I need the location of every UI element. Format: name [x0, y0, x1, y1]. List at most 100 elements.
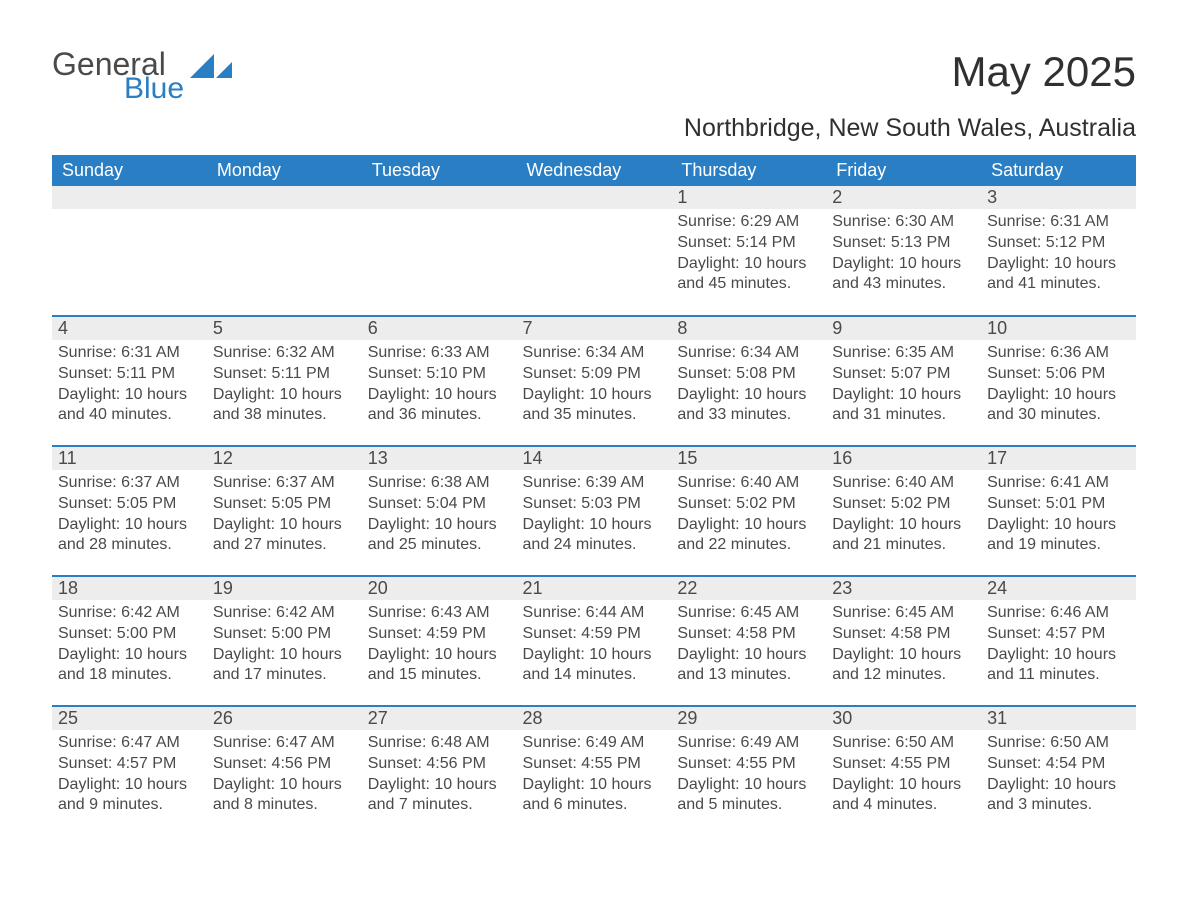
calendar-day-cell: [517, 186, 672, 316]
day-body: Sunrise: 6:31 AMSunset: 5:12 PMDaylight:…: [981, 209, 1136, 301]
sunrise-line: Sunrise: 6:43 AM: [368, 603, 511, 624]
sunrise-line: Sunrise: 6:40 AM: [677, 473, 820, 494]
sunrise-line: Sunrise: 6:40 AM: [832, 473, 975, 494]
sunrise-line: Sunrise: 6:49 AM: [523, 733, 666, 754]
daylight-line: Daylight: 10 hours and 13 minutes.: [677, 645, 820, 687]
sunset-line: Sunset: 5:13 PM: [832, 233, 975, 254]
daylight-line: Daylight: 10 hours and 3 minutes.: [987, 775, 1130, 817]
day-number: 4: [52, 317, 207, 340]
sunset-line: Sunset: 5:03 PM: [523, 494, 666, 515]
calendar-day-cell: 21Sunrise: 6:44 AMSunset: 4:59 PMDayligh…: [517, 576, 672, 706]
calendar-table: Sunday Monday Tuesday Wednesday Thursday…: [52, 155, 1136, 836]
sunset-line: Sunset: 5:11 PM: [58, 364, 201, 385]
daylight-line: Daylight: 10 hours and 38 minutes.: [213, 385, 356, 427]
day-body: Sunrise: 6:38 AMSunset: 5:04 PMDaylight:…: [362, 470, 517, 562]
day-body: Sunrise: 6:40 AMSunset: 5:02 PMDaylight:…: [826, 470, 981, 562]
day-number: 31: [981, 707, 1136, 730]
day-body: Sunrise: 6:31 AMSunset: 5:11 PMDaylight:…: [52, 340, 207, 432]
day-number: 21: [517, 577, 672, 600]
calendar-day-cell: 3Sunrise: 6:31 AMSunset: 5:12 PMDaylight…: [981, 186, 1136, 316]
sunset-line: Sunset: 5:14 PM: [677, 233, 820, 254]
day-number: 3: [981, 186, 1136, 209]
calendar-day-cell: 6Sunrise: 6:33 AMSunset: 5:10 PMDaylight…: [362, 316, 517, 446]
day-body: Sunrise: 6:37 AMSunset: 5:05 PMDaylight:…: [207, 470, 362, 562]
sunrise-line: Sunrise: 6:48 AM: [368, 733, 511, 754]
daylight-line: Daylight: 10 hours and 9 minutes.: [58, 775, 201, 817]
sunset-line: Sunset: 5:00 PM: [58, 624, 201, 645]
sunset-line: Sunset: 5:05 PM: [213, 494, 356, 515]
day-number: 28: [517, 707, 672, 730]
sunrise-line: Sunrise: 6:37 AM: [58, 473, 201, 494]
sunrise-line: Sunrise: 6:30 AM: [832, 212, 975, 233]
calendar-day-cell: 9Sunrise: 6:35 AMSunset: 5:07 PMDaylight…: [826, 316, 981, 446]
sunrise-line: Sunrise: 6:47 AM: [58, 733, 201, 754]
daylight-line: Daylight: 10 hours and 21 minutes.: [832, 515, 975, 557]
day-number: 2: [826, 186, 981, 209]
sunset-line: Sunset: 5:02 PM: [832, 494, 975, 515]
calendar-day-cell: 23Sunrise: 6:45 AMSunset: 4:58 PMDayligh…: [826, 576, 981, 706]
calendar-day-cell: [207, 186, 362, 316]
day-body: Sunrise: 6:50 AMSunset: 4:54 PMDaylight:…: [981, 730, 1136, 822]
sunset-line: Sunset: 4:58 PM: [832, 624, 975, 645]
day-number: 29: [671, 707, 826, 730]
sunrise-line: Sunrise: 6:47 AM: [213, 733, 356, 754]
daylight-line: Daylight: 10 hours and 28 minutes.: [58, 515, 201, 557]
sunrise-line: Sunrise: 6:29 AM: [677, 212, 820, 233]
day-body: Sunrise: 6:34 AMSunset: 5:08 PMDaylight:…: [671, 340, 826, 432]
daylight-line: Daylight: 10 hours and 22 minutes.: [677, 515, 820, 557]
calendar-day-cell: 13Sunrise: 6:38 AMSunset: 5:04 PMDayligh…: [362, 446, 517, 576]
sunrise-line: Sunrise: 6:31 AM: [58, 343, 201, 364]
day-body: Sunrise: 6:46 AMSunset: 4:57 PMDaylight:…: [981, 600, 1136, 692]
day-body: Sunrise: 6:42 AMSunset: 5:00 PMDaylight:…: [207, 600, 362, 692]
day-number: 30: [826, 707, 981, 730]
weekday-header: Thursday: [671, 155, 826, 186]
sunset-line: Sunset: 4:55 PM: [523, 754, 666, 775]
sunrise-line: Sunrise: 6:34 AM: [677, 343, 820, 364]
day-number: 9: [826, 317, 981, 340]
sunset-line: Sunset: 5:04 PM: [368, 494, 511, 515]
daylight-line: Daylight: 10 hours and 12 minutes.: [832, 645, 975, 687]
day-body: Sunrise: 6:40 AMSunset: 5:02 PMDaylight:…: [671, 470, 826, 562]
day-body: Sunrise: 6:47 AMSunset: 4:56 PMDaylight:…: [207, 730, 362, 822]
day-body: Sunrise: 6:35 AMSunset: 5:07 PMDaylight:…: [826, 340, 981, 432]
day-number: 11: [52, 447, 207, 470]
sunset-line: Sunset: 5:02 PM: [677, 494, 820, 515]
calendar-day-cell: 30Sunrise: 6:50 AMSunset: 4:55 PMDayligh…: [826, 706, 981, 836]
day-body: Sunrise: 6:37 AMSunset: 5:05 PMDaylight:…: [52, 470, 207, 562]
daylight-line: Daylight: 10 hours and 35 minutes.: [523, 385, 666, 427]
daylight-line: Daylight: 10 hours and 36 minutes.: [368, 385, 511, 427]
sunrise-line: Sunrise: 6:31 AM: [987, 212, 1130, 233]
day-number: 25: [52, 707, 207, 730]
calendar-day-cell: 28Sunrise: 6:49 AMSunset: 4:55 PMDayligh…: [517, 706, 672, 836]
sunset-line: Sunset: 5:00 PM: [213, 624, 356, 645]
daylight-line: Daylight: 10 hours and 18 minutes.: [58, 645, 201, 687]
calendar-day-cell: 2Sunrise: 6:30 AMSunset: 5:13 PMDaylight…: [826, 186, 981, 316]
calendar-day-cell: 1Sunrise: 6:29 AMSunset: 5:14 PMDaylight…: [671, 186, 826, 316]
day-number: 20: [362, 577, 517, 600]
sunrise-line: Sunrise: 6:42 AM: [213, 603, 356, 624]
day-number: 5: [207, 317, 362, 340]
day-body: Sunrise: 6:43 AMSunset: 4:59 PMDaylight:…: [362, 600, 517, 692]
sunrise-line: Sunrise: 6:42 AM: [58, 603, 201, 624]
calendar-day-cell: 15Sunrise: 6:40 AMSunset: 5:02 PMDayligh…: [671, 446, 826, 576]
calendar-week-row: 1Sunrise: 6:29 AMSunset: 5:14 PMDaylight…: [52, 186, 1136, 316]
day-body: Sunrise: 6:50 AMSunset: 4:55 PMDaylight:…: [826, 730, 981, 822]
daylight-line: Daylight: 10 hours and 19 minutes.: [987, 515, 1130, 557]
daylight-line: Daylight: 10 hours and 30 minutes.: [987, 385, 1130, 427]
day-body: Sunrise: 6:34 AMSunset: 5:09 PMDaylight:…: [517, 340, 672, 432]
sunset-line: Sunset: 4:59 PM: [523, 624, 666, 645]
sunrise-line: Sunrise: 6:49 AM: [677, 733, 820, 754]
calendar-day-cell: 5Sunrise: 6:32 AMSunset: 5:11 PMDaylight…: [207, 316, 362, 446]
weekday-header: Monday: [207, 155, 362, 186]
day-body: Sunrise: 6:48 AMSunset: 4:56 PMDaylight:…: [362, 730, 517, 822]
weekday-header: Wednesday: [517, 155, 672, 186]
weekday-header-row: Sunday Monday Tuesday Wednesday Thursday…: [52, 155, 1136, 186]
header: General Blue May 2025: [52, 48, 1136, 104]
sunrise-line: Sunrise: 6:44 AM: [523, 603, 666, 624]
logo-blue: Blue: [124, 74, 184, 104]
day-body: Sunrise: 6:36 AMSunset: 5:06 PMDaylight:…: [981, 340, 1136, 432]
day-number-empty: [207, 186, 362, 209]
daylight-line: Daylight: 10 hours and 8 minutes.: [213, 775, 356, 817]
sunset-line: Sunset: 5:10 PM: [368, 364, 511, 385]
calendar-day-cell: 22Sunrise: 6:45 AMSunset: 4:58 PMDayligh…: [671, 576, 826, 706]
